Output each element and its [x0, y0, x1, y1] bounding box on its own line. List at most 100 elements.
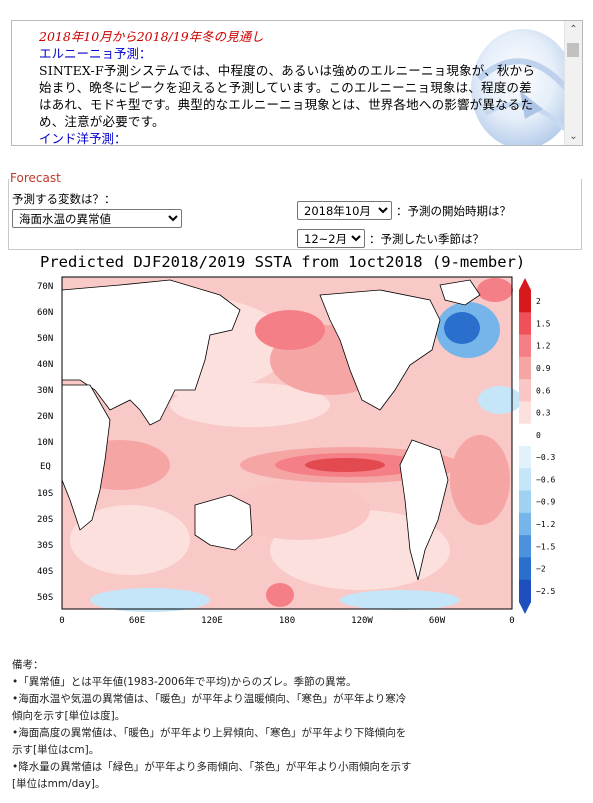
forecast-news-box[interactable]: 2018年10月から2018/19年冬の見通し エルニーニョ予測： SINTEX…: [11, 20, 583, 146]
season-question-label: ：予測したい季節は？: [369, 232, 484, 246]
continents: [61, 279, 481, 581]
start-question-label: ：予測の開始時期は？: [396, 204, 511, 218]
colorbar-swatch: [519, 423, 531, 447]
colorbar-tick-label: −0.3: [536, 453, 555, 462]
y-tick-label: 30N: [37, 386, 53, 396]
greenland-shape: [439, 279, 481, 306]
south-america-shape: [399, 439, 449, 581]
news-scrollbar[interactable]: ⌃ ⌄: [564, 21, 582, 145]
y-tick-label: 40N: [37, 360, 53, 370]
y-tick-label: 10N: [37, 438, 53, 448]
colorbar-tick-label: 1.2: [536, 342, 551, 351]
y-tick-label: 60N: [37, 308, 53, 318]
colorbar-swatch: [519, 356, 531, 380]
colorbar-swatch: [519, 401, 531, 425]
anomaly-region: [70, 505, 190, 575]
x-axis: 0 60E 120E 180 120W 60W 0: [59, 616, 514, 626]
notes-line: •「異常値」とは平年値(1983-2006年で平均)からのズレ。季節の異常。: [12, 676, 357, 688]
x-tick-label: 180: [279, 616, 295, 626]
colorbar: 2 1.5 1.2 0.9 0.6 0.3 0 −0.3 −0.6 −0.9 −1.2 −1.5 −2 −…: [519, 278, 555, 614]
colorbar-tick-label: 0.6: [536, 386, 551, 395]
map-frame: [61, 276, 513, 610]
y-tick-label: EQ: [40, 462, 51, 472]
colorbar-swatch: [519, 446, 531, 469]
x-tick-label: 0: [59, 616, 64, 626]
x-tick-label: 60E: [129, 616, 145, 626]
africa-shape: [61, 384, 111, 531]
enso-text: SINTEX-F予測システムでは、中程度の、あるいは強めのエルニーニョ現象が、秋…: [39, 63, 536, 129]
anomaly-region: [477, 278, 513, 302]
notes-line: •海面水温や気温の異常値は、「暖色」が平年より温暖傾向、「寒色」が平年より寒冷傾…: [12, 693, 407, 722]
y-tick-label: 70N: [37, 282, 53, 292]
anomaly-region: [340, 590, 460, 610]
eurasia-shape: [61, 279, 241, 426]
variable-question-label: 予測する変数は？：: [12, 192, 116, 206]
australia-shape: [194, 494, 253, 551]
enso-heading: エルニーニョ予測：: [39, 46, 152, 61]
anomaly-region: [266, 583, 294, 607]
y-tick-label: 50N: [37, 334, 53, 344]
notes-line: •海面高度の異常値は、「暖色」が平年より上昇傾向、「寒色」が平年より下降傾向を示…: [12, 727, 407, 756]
colorbar-swatch: [519, 290, 531, 313]
scroll-up-arrow-icon[interactable]: ⌃: [569, 24, 578, 35]
north-america-shape: [319, 289, 441, 411]
colorbar-swatch: [519, 512, 531, 536]
colorbar-swatch: [519, 468, 531, 492]
colorbar-tick-label: 2: [536, 297, 541, 306]
scroll-thumb[interactable]: [567, 43, 579, 57]
y-tick-label: 40S: [37, 567, 53, 577]
atlantic-cold-core: [444, 312, 480, 344]
start-month-select[interactable]: 2018年10月: [297, 201, 392, 220]
colorbar-swatch: [519, 535, 531, 558]
colorbar-swatch: [519, 312, 531, 336]
colorbar-tick-label: 0: [536, 431, 541, 440]
x-tick-label: 60W: [429, 616, 446, 626]
colorbar-tick-label: 0.9: [536, 364, 551, 373]
scroll-down-arrow-icon[interactable]: ⌄: [569, 131, 578, 142]
y-tick-label: 20N: [37, 412, 53, 422]
anomaly-region: [90, 588, 210, 612]
news-title: 2018年10月から2018/19年冬の見通し: [39, 29, 264, 44]
colorbar-tick-label: −1.2: [536, 520, 555, 529]
season-select[interactable]: 12~2月: [297, 229, 365, 248]
iod-heading: インド洋予測：: [39, 131, 127, 146]
colorbar-max-arrow: [519, 278, 531, 290]
notes-heading: 備考：: [12, 659, 44, 671]
y-tick-label: 20S: [37, 515, 53, 525]
colorbar-tick-label: −2: [536, 565, 546, 574]
enso-warm-core: [305, 458, 385, 472]
colorbar-tick-label: −0.6: [536, 475, 555, 484]
chart-title: Predicted DJF2018/2019 SSTA from 1oct201…: [40, 253, 525, 271]
y-tick-label: 10S: [37, 489, 53, 499]
anomaly-region: [255, 310, 325, 350]
x-tick-label: 120E: [201, 616, 223, 626]
ssta-forecast-chart: Predicted DJF2018/2019 SSTA from 1oct201…: [37, 253, 555, 626]
colorbar-min-arrow: [519, 602, 531, 614]
anomaly-region: [170, 383, 330, 427]
x-tick-label: 120W: [351, 616, 373, 626]
colorbar-tick-label: 1.5: [536, 319, 551, 328]
forecast-fieldset: [8, 179, 582, 250]
globe-logo-icon: [471, 29, 571, 145]
anomaly-region: [478, 386, 522, 414]
colorbar-tick-label: −0.9: [536, 498, 555, 507]
colorbar-swatch: [519, 379, 531, 402]
variable-select[interactable]: 海面水温の異常値: [12, 209, 182, 228]
colorbar-tick-label: 0.3: [536, 409, 551, 418]
anomaly-region: [450, 435, 510, 525]
colorbar-swatch: [519, 557, 531, 581]
y-tick-label: 50S: [37, 593, 53, 603]
anomaly-region: [230, 480, 370, 540]
colorbar-tick-label: −2.5: [536, 587, 555, 596]
x-tick-label: 0: [509, 616, 514, 626]
news-content: 2018年10月から2018/19年冬の見通し エルニーニョ予測： SINTEX…: [39, 28, 539, 146]
y-axis: 70N 60N 50N 40N 30N 20N 10N EQ 10S 20S 3…: [37, 282, 53, 603]
colorbar-swatch: [519, 334, 531, 358]
y-tick-label: 30S: [37, 541, 53, 551]
colorbar-tick-label: −1.5: [536, 542, 555, 551]
colorbar-swatch: [519, 490, 531, 514]
forecast-legend: Forecast: [10, 171, 63, 185]
notes-section: 備考： •「異常値」とは平年値(1983-2006年で平均)からのズレ。季節の異…: [12, 657, 412, 793]
map-plot-area: [61, 276, 522, 612]
notes-line: •降水量の異常値は「緑色」が平年より多雨傾向、「茶色」が平年より小雨傾向を示す[…: [12, 761, 412, 790]
